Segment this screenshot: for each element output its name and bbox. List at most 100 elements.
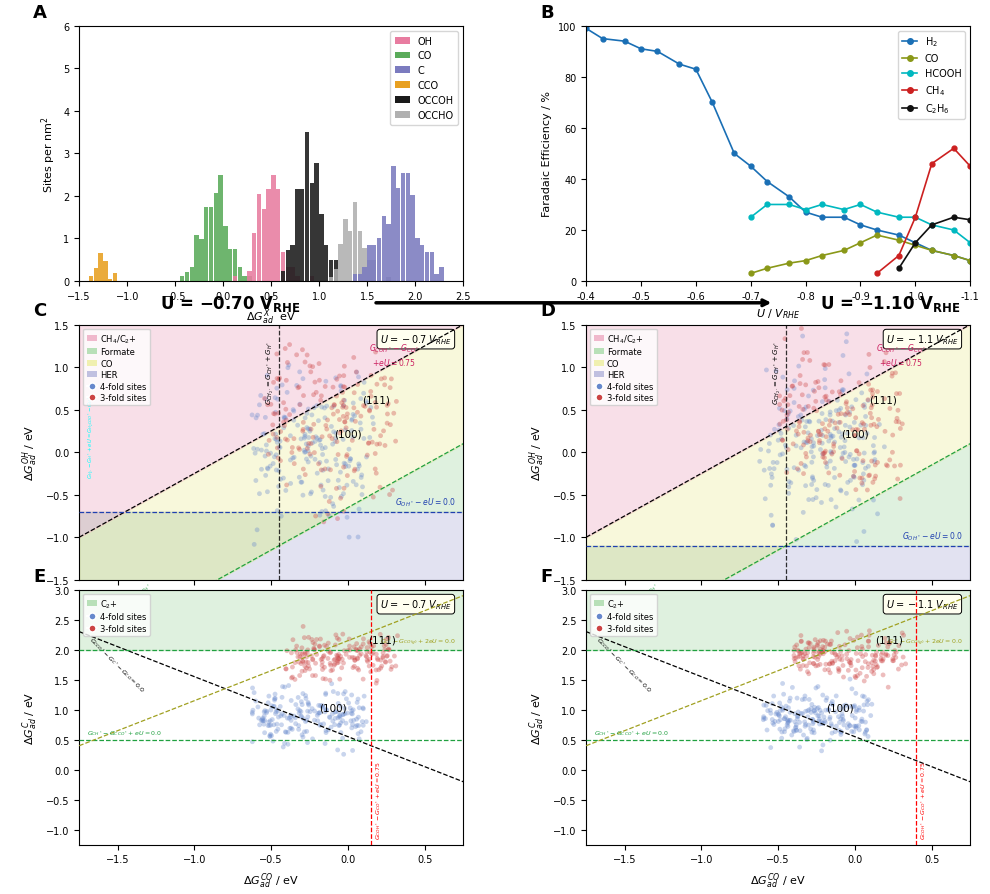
Point — [285, 633, 301, 647]
Point — [351, 648, 367, 662]
Point — [771, 398, 787, 412]
Point — [306, 417, 322, 432]
Point — [822, 710, 838, 724]
Text: C: C — [33, 302, 47, 320]
Point — [251, 398, 267, 412]
Point — [332, 718, 347, 732]
Point — [842, 451, 857, 465]
Point — [833, 416, 848, 430]
Point — [346, 386, 362, 401]
Point — [348, 637, 364, 651]
Point — [792, 369, 808, 384]
Point — [276, 709, 292, 723]
Bar — [233, 249, 238, 282]
Point — [761, 437, 777, 451]
Point — [367, 462, 383, 477]
Bar — [348, 232, 352, 282]
Point — [786, 724, 802, 738]
Point — [272, 473, 288, 487]
Point — [793, 645, 809, 660]
Point — [762, 704, 778, 718]
Point — [831, 426, 846, 440]
Point — [286, 709, 302, 723]
Point — [805, 384, 821, 398]
Point — [861, 468, 877, 483]
Point — [846, 416, 862, 430]
Point — [269, 382, 285, 396]
Point — [806, 723, 822, 738]
Point — [300, 455, 316, 469]
Point — [877, 425, 893, 439]
Point — [299, 650, 315, 664]
Point — [863, 418, 879, 433]
Point — [808, 659, 824, 673]
Point — [327, 399, 343, 413]
Point — [815, 688, 831, 703]
Point — [342, 454, 357, 468]
Point — [283, 694, 299, 708]
Point — [310, 708, 326, 722]
Bar — [352, 274, 357, 282]
Y-axis label: Faradaic Efficiency / %: Faradaic Efficiency / % — [543, 91, 552, 217]
Point — [797, 420, 813, 434]
Point — [265, 407, 281, 421]
Point — [328, 704, 344, 719]
H$_2$ — [761, 177, 773, 188]
Point — [268, 463, 284, 477]
Point — [348, 366, 364, 380]
Point — [321, 723, 337, 738]
Point — [255, 714, 271, 729]
Point — [260, 696, 276, 710]
Point — [290, 702, 306, 716]
Point — [784, 680, 800, 695]
Point — [880, 640, 896, 654]
Point — [828, 417, 843, 431]
Point — [317, 490, 333, 504]
Point — [812, 717, 828, 731]
Point — [279, 644, 295, 658]
Point — [335, 628, 350, 642]
CH$_4$ — [964, 162, 976, 173]
Point — [805, 493, 821, 507]
Point — [330, 743, 346, 757]
Point — [263, 729, 279, 743]
Point — [359, 654, 375, 668]
Point — [283, 710, 299, 724]
Point — [809, 702, 825, 716]
Point — [817, 451, 833, 466]
Point — [383, 372, 399, 386]
Point — [821, 395, 837, 409]
Point — [800, 636, 816, 650]
Point — [837, 699, 852, 713]
Point — [842, 448, 858, 462]
Point — [270, 407, 286, 421]
Point — [312, 374, 328, 388]
Point — [841, 644, 856, 658]
Point — [303, 487, 319, 502]
Point — [836, 718, 851, 732]
CO — [893, 235, 905, 246]
Text: $G_{CCO^*}-G_{C^*}-G_{CO}=0.0$: $G_{CCO^*}-G_{C^*}-G_{CO}=0.0$ — [594, 635, 653, 694]
Point — [775, 702, 791, 716]
Point — [300, 643, 316, 657]
Bar — [362, 267, 367, 282]
Point — [815, 640, 831, 654]
Point — [295, 620, 311, 634]
Point — [815, 417, 831, 431]
Bar — [334, 269, 338, 282]
Point — [790, 427, 806, 442]
Text: $G_{COH^*}-G_{CO^*}$
$+eU=0.75$: $G_{COH^*}-G_{CO^*}$ $+eU=0.75$ — [369, 342, 419, 367]
Point — [346, 409, 362, 424]
Point — [332, 652, 347, 666]
Point — [378, 655, 394, 670]
Point — [795, 649, 811, 663]
Point — [800, 645, 816, 660]
Point — [309, 633, 325, 647]
Point — [823, 637, 839, 652]
Point — [293, 657, 309, 671]
Point — [281, 358, 297, 373]
Point — [311, 357, 327, 371]
Point — [297, 430, 313, 444]
Point — [339, 647, 354, 662]
Point — [832, 653, 847, 667]
